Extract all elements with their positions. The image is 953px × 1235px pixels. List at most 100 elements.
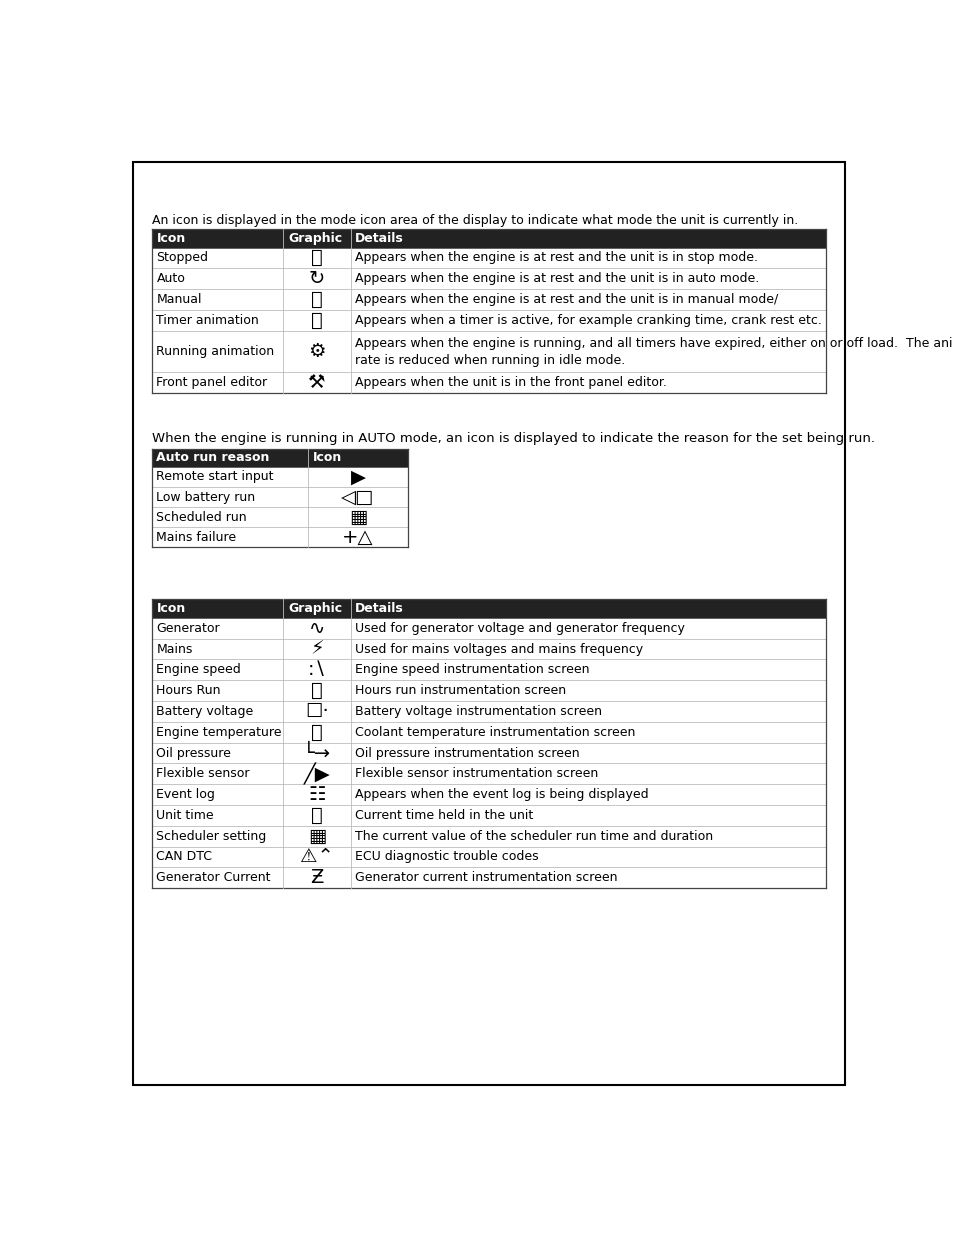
Bar xyxy=(152,805,283,826)
Bar xyxy=(351,289,825,310)
Bar xyxy=(283,310,351,331)
Bar xyxy=(152,228,283,247)
Text: Auto: Auto xyxy=(156,272,185,285)
Text: Auto run reason: Auto run reason xyxy=(156,451,270,464)
Text: Stopped: Stopped xyxy=(156,252,209,264)
Bar xyxy=(351,784,825,805)
Text: Remote start input: Remote start input xyxy=(156,471,274,483)
Bar xyxy=(351,805,825,826)
Bar xyxy=(152,867,283,888)
Bar xyxy=(152,331,283,372)
Text: Battery voltage: Battery voltage xyxy=(156,705,253,718)
Bar xyxy=(351,826,825,846)
Text: ☐·: ☐· xyxy=(305,701,329,721)
Bar xyxy=(152,763,283,784)
Bar xyxy=(152,742,283,763)
Bar xyxy=(351,742,825,763)
Text: Coolant temperature instrumentation screen: Coolant temperature instrumentation scre… xyxy=(355,726,635,739)
Text: ⚒: ⚒ xyxy=(308,373,325,393)
Text: ⧖: ⧖ xyxy=(311,311,322,330)
Bar xyxy=(152,289,283,310)
Bar xyxy=(283,599,351,618)
Bar xyxy=(152,721,283,742)
Text: Timer animation: Timer animation xyxy=(156,314,259,327)
Bar xyxy=(152,448,308,467)
Text: An icon is displayed in the mode icon area of the display to indicate what mode : An icon is displayed in the mode icon ar… xyxy=(152,214,798,227)
Bar xyxy=(351,247,825,268)
Bar xyxy=(351,228,825,247)
Bar xyxy=(308,487,408,508)
Text: Icon: Icon xyxy=(156,232,186,245)
Bar xyxy=(351,331,825,372)
Bar xyxy=(283,805,351,826)
Text: ╱▶: ╱▶ xyxy=(303,763,330,785)
Text: Mains: Mains xyxy=(156,642,193,656)
Bar xyxy=(283,784,351,805)
Text: Icon: Icon xyxy=(156,603,186,615)
Text: ▦: ▦ xyxy=(308,826,326,846)
Bar xyxy=(351,599,825,618)
Text: ⚡: ⚡ xyxy=(310,640,323,658)
Bar xyxy=(283,742,351,763)
Text: └→: └→ xyxy=(303,743,331,762)
Text: Front panel editor: Front panel editor xyxy=(156,377,267,389)
Bar xyxy=(283,680,351,701)
Text: Current time held in the unit: Current time held in the unit xyxy=(355,809,533,823)
Bar xyxy=(351,680,825,701)
Text: Appears when the engine is running, and all timers have expired, either on or of: Appears when the engine is running, and … xyxy=(355,337,953,351)
Text: Appears when the unit is in the front panel editor.: Appears when the unit is in the front pa… xyxy=(355,377,666,389)
Text: Unit time: Unit time xyxy=(156,809,213,823)
Bar xyxy=(351,701,825,721)
Text: When the engine is running in AUTO mode, an icon is displayed to indicate the re: When the engine is running in AUTO mode,… xyxy=(152,431,874,445)
Text: ▶: ▶ xyxy=(350,468,365,487)
Text: Hours Run: Hours Run xyxy=(156,684,221,698)
Text: Battery voltage instrumentation screen: Battery voltage instrumentation screen xyxy=(355,705,601,718)
Text: Appears when the event log is being displayed: Appears when the event log is being disp… xyxy=(355,788,648,802)
Text: Graphic: Graphic xyxy=(288,603,342,615)
Bar xyxy=(152,701,283,721)
Text: ∿: ∿ xyxy=(309,619,325,637)
Text: CAN DTC: CAN DTC xyxy=(156,851,213,863)
Text: Used for mains voltages and mains frequency: Used for mains voltages and mains freque… xyxy=(355,642,643,656)
Bar xyxy=(283,268,351,289)
Text: Oil pressure instrumentation screen: Oil pressure instrumentation screen xyxy=(355,746,579,760)
Bar xyxy=(308,508,408,527)
Bar xyxy=(152,467,308,487)
Text: Running animation: Running animation xyxy=(156,345,274,358)
Bar xyxy=(283,228,351,247)
Text: Scheduled run: Scheduled run xyxy=(156,510,247,524)
Text: ⓪: ⓪ xyxy=(311,248,322,268)
Text: ⚙: ⚙ xyxy=(308,342,325,361)
Text: Flexible sensor: Flexible sensor xyxy=(156,767,250,781)
Bar xyxy=(351,268,825,289)
Text: Details: Details xyxy=(355,603,404,615)
Text: ⏰: ⏰ xyxy=(311,806,322,825)
Text: Used for generator voltage and generator frequency: Used for generator voltage and generator… xyxy=(355,621,684,635)
Text: ☷: ☷ xyxy=(308,785,325,804)
Bar xyxy=(152,599,283,618)
Text: ▦: ▦ xyxy=(349,508,367,526)
Bar xyxy=(152,372,283,393)
Text: Engine speed instrumentation screen: Engine speed instrumentation screen xyxy=(355,663,589,677)
Bar xyxy=(283,867,351,888)
Bar xyxy=(351,846,825,867)
Bar xyxy=(152,247,283,268)
Text: :∖: :∖ xyxy=(307,661,326,679)
Bar xyxy=(308,448,408,467)
Text: Engine speed: Engine speed xyxy=(156,663,241,677)
Bar xyxy=(351,618,825,638)
Bar xyxy=(152,846,283,867)
Bar xyxy=(351,638,825,659)
Bar xyxy=(283,826,351,846)
Bar xyxy=(351,372,825,393)
Text: ⏱: ⏱ xyxy=(311,682,322,700)
Text: Low battery run: Low battery run xyxy=(156,490,255,504)
Bar xyxy=(351,763,825,784)
Text: ⍨: ⍨ xyxy=(311,722,322,742)
Bar xyxy=(152,487,308,508)
Bar xyxy=(351,310,825,331)
Text: Manual: Manual xyxy=(156,293,202,306)
Text: ⚠⌃: ⚠⌃ xyxy=(300,847,334,867)
Text: ECU diagnostic trouble codes: ECU diagnostic trouble codes xyxy=(355,851,538,863)
Text: ✋: ✋ xyxy=(311,290,322,309)
